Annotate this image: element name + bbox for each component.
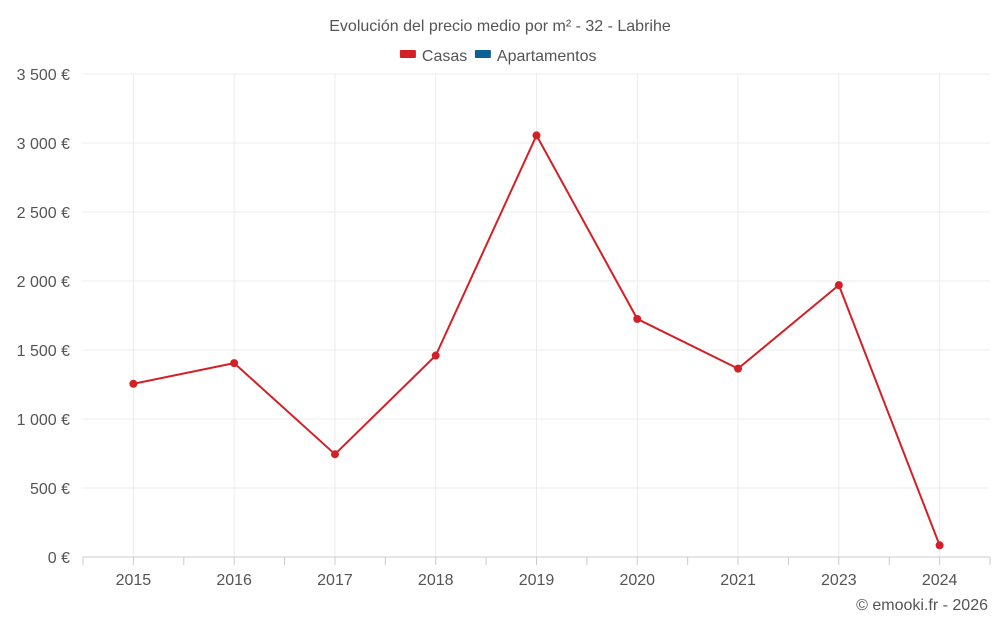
data-point[interactable] — [633, 314, 642, 323]
y-tick-label: 3 500 € — [17, 67, 70, 84]
chart-legend: Casas Apartamentos — [399, 48, 597, 65]
legend-item-apartamentos[interactable]: Apartamentos — [474, 48, 597, 65]
y-tick-label: 1 500 € — [17, 343, 70, 360]
credit-text: © emooki.fr - 2026 — [856, 597, 988, 614]
x-tick-label: 2018 — [418, 572, 454, 589]
y-tick-label: 2 500 € — [17, 205, 70, 222]
y-tick-label: 500 € — [30, 481, 70, 498]
legend-swatch — [474, 50, 491, 58]
data-point[interactable] — [935, 541, 944, 550]
chart-series — [129, 131, 944, 550]
y-tick-label: 2 000 € — [17, 274, 70, 291]
data-point[interactable] — [431, 351, 440, 360]
legend-label: Apartamentos — [497, 48, 597, 65]
y-tick-label: 3 000 € — [17, 136, 70, 153]
x-tick-label: 2023 — [821, 572, 857, 589]
x-tick-label: 2016 — [216, 572, 252, 589]
x-tick-label: 2015 — [116, 572, 152, 589]
y-tick-label: 1 000 € — [17, 412, 70, 429]
data-point[interactable] — [834, 281, 843, 290]
data-point[interactable] — [330, 450, 339, 459]
chart-grid — [83, 73, 990, 558]
x-tick-label: 2019 — [519, 572, 555, 589]
x-tick-label: 2020 — [619, 572, 655, 589]
x-tick-label: 2017 — [317, 572, 353, 589]
chart-axes: 0 € 500 € 1 000 € 1 500 € 2 000 € 2 500 € 3 00… — [17, 67, 991, 589]
y-tick-label: 0 € — [48, 550, 70, 567]
legend-swatch — [399, 50, 416, 58]
data-point[interactable] — [532, 131, 541, 140]
legend-item-casas[interactable]: Casas — [399, 48, 467, 65]
data-point[interactable] — [734, 364, 743, 373]
chart-title: Evolución del precio medio por m² - 32 -… — [329, 18, 671, 35]
legend-label: Casas — [422, 48, 467, 65]
x-tick-label: 2024 — [922, 572, 958, 589]
x-tick-label: 2021 — [720, 572, 756, 589]
data-point[interactable] — [129, 379, 138, 388]
data-point[interactable] — [230, 359, 239, 368]
